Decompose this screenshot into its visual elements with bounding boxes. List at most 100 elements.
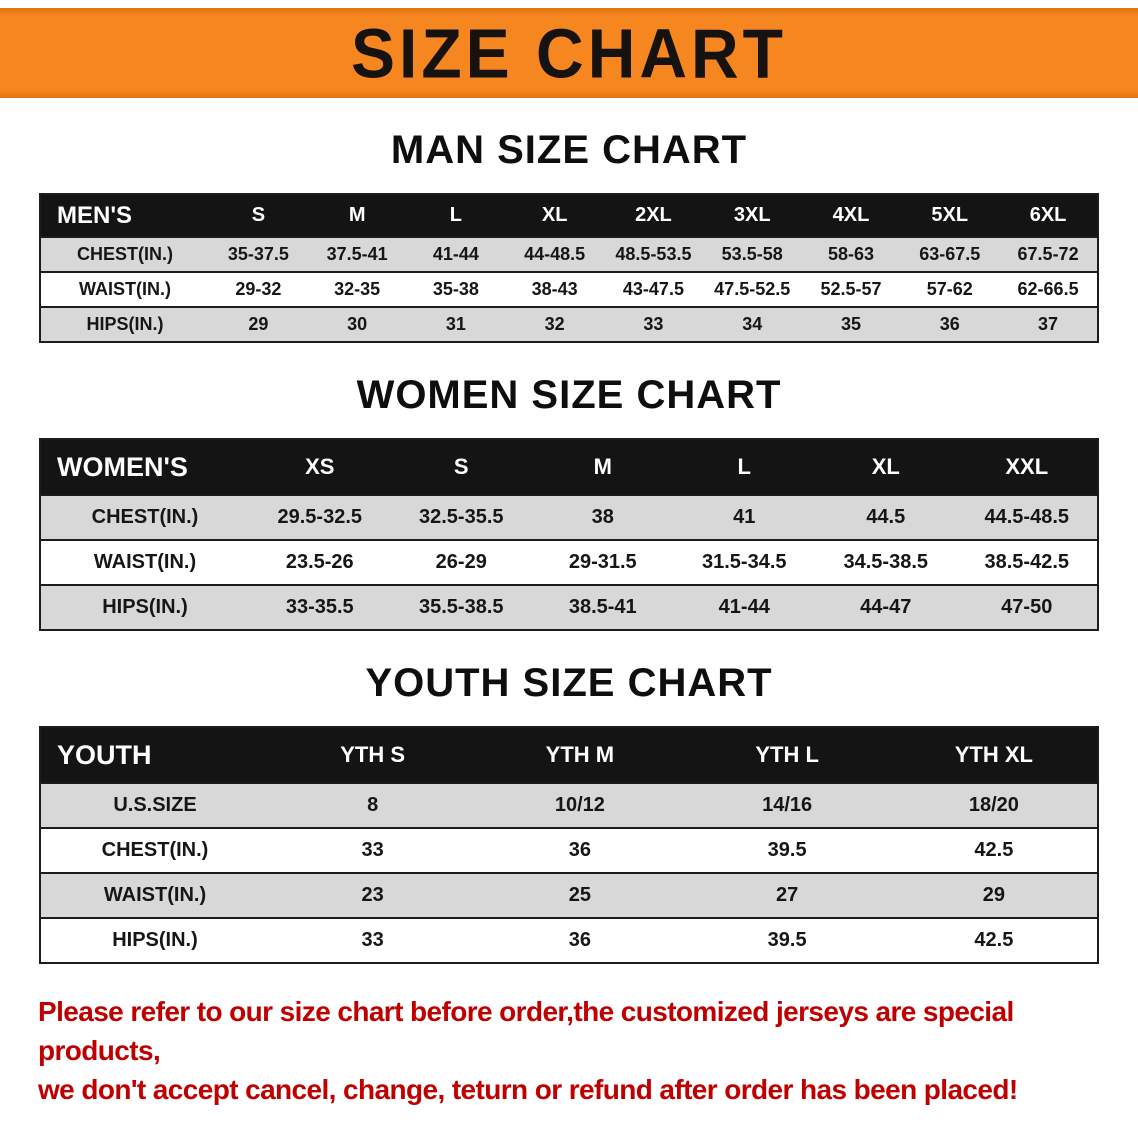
youth-size-value-cell: 29 (890, 872, 1098, 918)
men-size-value-cell: 33 (604, 306, 703, 342)
youth-size-value-cell: 36 (476, 917, 684, 963)
youth-size-value-cell: 42.5 (890, 827, 1098, 873)
women-size-value-cell: 32.5-35.5 (390, 494, 532, 540)
men-table-row: WAIST(IN.) 29-32 32-35 35-38 38-43 43-47.5 47.… (40, 271, 1098, 307)
men-size-value-cell: 63-67.5 (900, 236, 1000, 272)
women-size-value-cell: 33-35.5 (249, 584, 391, 630)
youth-column-header: YTH M (476, 727, 684, 783)
men-size-value-cell: 35 (801, 306, 901, 342)
youth-row-label: CHEST(IN.) (40, 827, 269, 873)
size-chart-sections: MAN SIZE CHART MEN'S S M L XL 2XL 3XL 4XL 5XL 6XL C… (0, 128, 1138, 964)
disclaimer-line-1: Please refer to our size chart before or… (38, 996, 1014, 1067)
men-size-value-cell: 37.5-41 (307, 236, 407, 272)
men-column-header: 5XL (900, 194, 1000, 237)
women-size-value-cell: 34.5-38.5 (815, 539, 957, 585)
section-heading-women: WOMEN SIZE CHART (356, 373, 782, 417)
men-column-header: 6XL (999, 194, 1098, 237)
men-size-value-cell: 29 (209, 306, 308, 342)
men-size-value-cell: 62-66.5 (999, 271, 1098, 307)
women-size-value-cell: 38.5-41 (532, 584, 674, 630)
men-size-value-cell: 38-43 (505, 271, 605, 307)
men-column-header: XL (505, 194, 605, 237)
men-size-value-cell: 32-35 (307, 271, 407, 307)
women-column-header: XXL (956, 439, 1098, 495)
men-row-label: HIPS(IN.) (40, 306, 209, 342)
youth-size-value-cell: 23 (269, 872, 477, 918)
women-column-header: S (390, 439, 532, 495)
women-row-label: WAIST(IN.) (40, 539, 249, 585)
youth-corner-label: YOUTH (40, 727, 269, 783)
youth-size-value-cell: 25 (476, 872, 684, 918)
women-table-body: CHEST(IN.) 29.5-32.5 32.5-35.5 38 41 44.5 44.5… (40, 494, 1098, 630)
women-column-header: M (532, 439, 674, 495)
men-size-value-cell: 29-32 (209, 271, 308, 307)
page-title: SIZE CHART (351, 13, 787, 93)
women-column-header: XL (815, 439, 957, 495)
men-size-value-cell: 31 (406, 306, 506, 342)
men-column-header: 2XL (604, 194, 703, 237)
women-header-row: WOMEN'S XS S M L XL XXL (40, 439, 1098, 495)
men-row-label: WAIST(IN.) (40, 271, 209, 307)
women-size-value-cell: 23.5-26 (249, 539, 391, 585)
men-table-row: HIPS(IN.) 29 30 31 32 33 34 35 36 37 (40, 306, 1098, 342)
men-column-header: L (406, 194, 506, 237)
youth-row-label: HIPS(IN.) (40, 917, 269, 963)
youth-table-row: WAIST(IN.) 23 25 27 29 (40, 872, 1098, 918)
women-row-label: CHEST(IN.) (40, 494, 249, 540)
men-size-value-cell: 44-48.5 (505, 236, 605, 272)
youth-size-value-cell: 8 (269, 782, 477, 828)
women-size-value-cell: 44.5-48.5 (956, 494, 1098, 540)
banner: SIZE CHART (0, 8, 1138, 98)
women-size-value-cell: 44.5 (815, 494, 957, 540)
men-table-row: CHEST(IN.) 35-37.5 37.5-41 41-44 44-48.5 48.5… (40, 236, 1098, 272)
women-size-value-cell: 44-47 (815, 584, 957, 630)
youth-size-value-cell: 10/12 (476, 782, 684, 828)
men-size-value-cell: 35-38 (406, 271, 506, 307)
men-size-value-cell: 37 (999, 306, 1098, 342)
men-column-header: S (209, 194, 308, 237)
men-size-table: MEN'S S M L XL 2XL 3XL 4XL 5XL 6XL CHEST(IN.) 35-37… (39, 193, 1099, 343)
youth-column-header: YTH L (683, 727, 891, 783)
men-size-value-cell: 57-62 (900, 271, 1000, 307)
women-row-label: HIPS(IN.) (40, 584, 249, 630)
men-size-value-cell: 58-63 (801, 236, 901, 272)
men-column-header: M (307, 194, 407, 237)
youth-header-row: YOUTH YTH S YTH M YTH L YTH XL (40, 727, 1098, 783)
men-size-value-cell: 41-44 (406, 236, 506, 272)
youth-row-label: WAIST(IN.) (40, 872, 269, 918)
youth-size-value-cell: 39.5 (683, 917, 891, 963)
women-size-value-cell: 47-50 (956, 584, 1098, 630)
men-corner-label: MEN'S (40, 194, 209, 237)
section-heading-men: MAN SIZE CHART (390, 128, 748, 172)
women-size-value-cell: 38 (532, 494, 674, 540)
youth-table-row: U.S.SIZE 8 10/12 14/16 18/20 (40, 782, 1098, 828)
men-size-value-cell: 34 (702, 306, 802, 342)
youth-size-value-cell: 36 (476, 827, 684, 873)
youth-size-value-cell: 39.5 (683, 827, 891, 873)
men-size-value-cell: 36 (900, 306, 1000, 342)
women-column-header: L (673, 439, 815, 495)
youth-table-row: CHEST(IN.) 33 36 39.5 42.5 (40, 827, 1098, 873)
youth-row-label: U.S.SIZE (40, 782, 269, 828)
women-table-row: WAIST(IN.) 23.5-26 26-29 29-31.5 31.5-34.5 34… (40, 539, 1098, 585)
youth-column-header: YTH S (269, 727, 477, 783)
men-column-header: 4XL (801, 194, 901, 237)
women-size-value-cell: 31.5-34.5 (673, 539, 815, 585)
men-size-value-cell: 48.5-53.5 (604, 236, 703, 272)
youth-table-row: HIPS(IN.) 33 36 39.5 42.5 (40, 917, 1098, 963)
women-column-header: XS (249, 439, 391, 495)
men-header-row: MEN'S S M L XL 2XL 3XL 4XL 5XL 6XL (40, 194, 1098, 237)
women-corner-label: WOMEN'S (40, 439, 249, 495)
youth-column-header: YTH XL (890, 727, 1098, 783)
youth-size-value-cell: 14/16 (683, 782, 891, 828)
women-table-head: WOMEN'S XS S M L XL XXL (40, 439, 1098, 495)
youth-table-head: YOUTH YTH S YTH M YTH L YTH XL (40, 727, 1098, 783)
section-heading-youth: YOUTH SIZE CHART (365, 661, 773, 705)
women-size-value-cell: 41-44 (673, 584, 815, 630)
women-table-row: CHEST(IN.) 29.5-32.5 32.5-35.5 38 41 44.5 44.5… (40, 494, 1098, 540)
women-size-value-cell: 29.5-32.5 (249, 494, 391, 540)
men-size-value-cell: 32 (505, 306, 605, 342)
women-table-row: HIPS(IN.) 33-35.5 35.5-38.5 38.5-41 41-44 44-… (40, 584, 1098, 630)
youth-size-value-cell: 27 (683, 872, 891, 918)
